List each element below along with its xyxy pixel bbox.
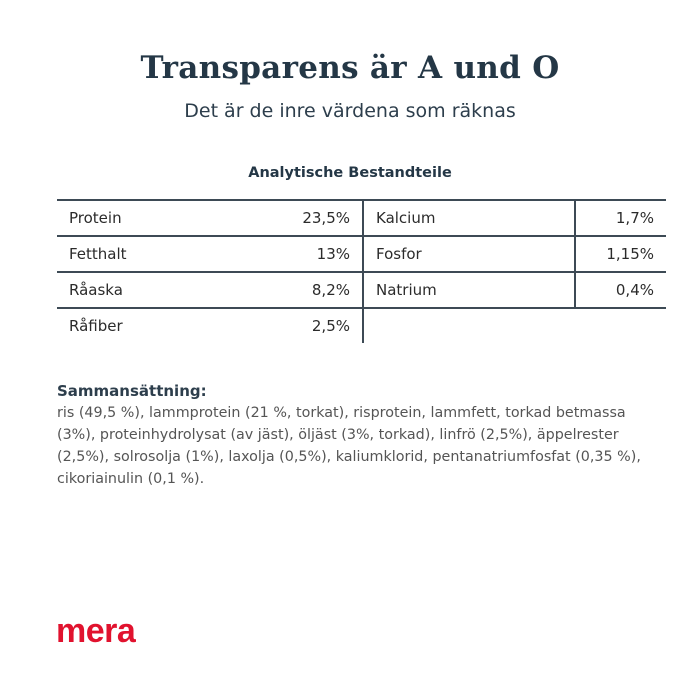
- table-row: Fetthalt 13% Fosfor 1,15%: [57, 235, 666, 272]
- analysis-title: Analytische Bestandteile: [248, 165, 452, 181]
- nutrient-name: Fetthalt: [57, 235, 268, 272]
- table-row: Protein 23,5% Kalcium 1,7%: [57, 199, 666, 236]
- nutrient-value: 1,15%: [575, 235, 666, 272]
- nutrient-name: Fosfor: [363, 235, 576, 272]
- table-row: Råaska 8,2% Natrium 0,4%: [57, 271, 666, 308]
- nutrient-value: 0,4%: [575, 271, 666, 308]
- table-row: Råfiber 2,5%: [57, 307, 666, 343]
- nutrient-value: 2,5%: [268, 307, 364, 343]
- nutrient-name: Råaska: [57, 271, 268, 308]
- composition-title: Sammansättning:: [57, 382, 207, 400]
- nutrient-value: 8,2%: [268, 271, 364, 308]
- page-subtitle: Det är de inre värdena som räknas: [184, 100, 516, 122]
- nutrient-name: Råfiber: [57, 307, 268, 343]
- page-title: Transparens är A und O: [140, 50, 560, 86]
- composition: Sammansättning: ris (49,5 %), lammprotei…: [57, 380, 647, 490]
- nutrient-name: Kalcium: [363, 199, 576, 236]
- nutrient-name: Protein: [57, 199, 268, 236]
- nutrient-name: Natrium: [363, 271, 576, 308]
- nutrient-value: 1,7%: [575, 199, 666, 236]
- nutrient-value: 13%: [268, 235, 364, 272]
- analysis-table: Protein 23,5% Kalcium 1,7% Fetthalt 13% …: [57, 199, 666, 343]
- nutrient-value: 23,5%: [268, 199, 364, 236]
- composition-text: ris (49,5 %), lammprotein (21 %, torkat)…: [57, 405, 641, 487]
- mera-logo: mera: [56, 612, 136, 650]
